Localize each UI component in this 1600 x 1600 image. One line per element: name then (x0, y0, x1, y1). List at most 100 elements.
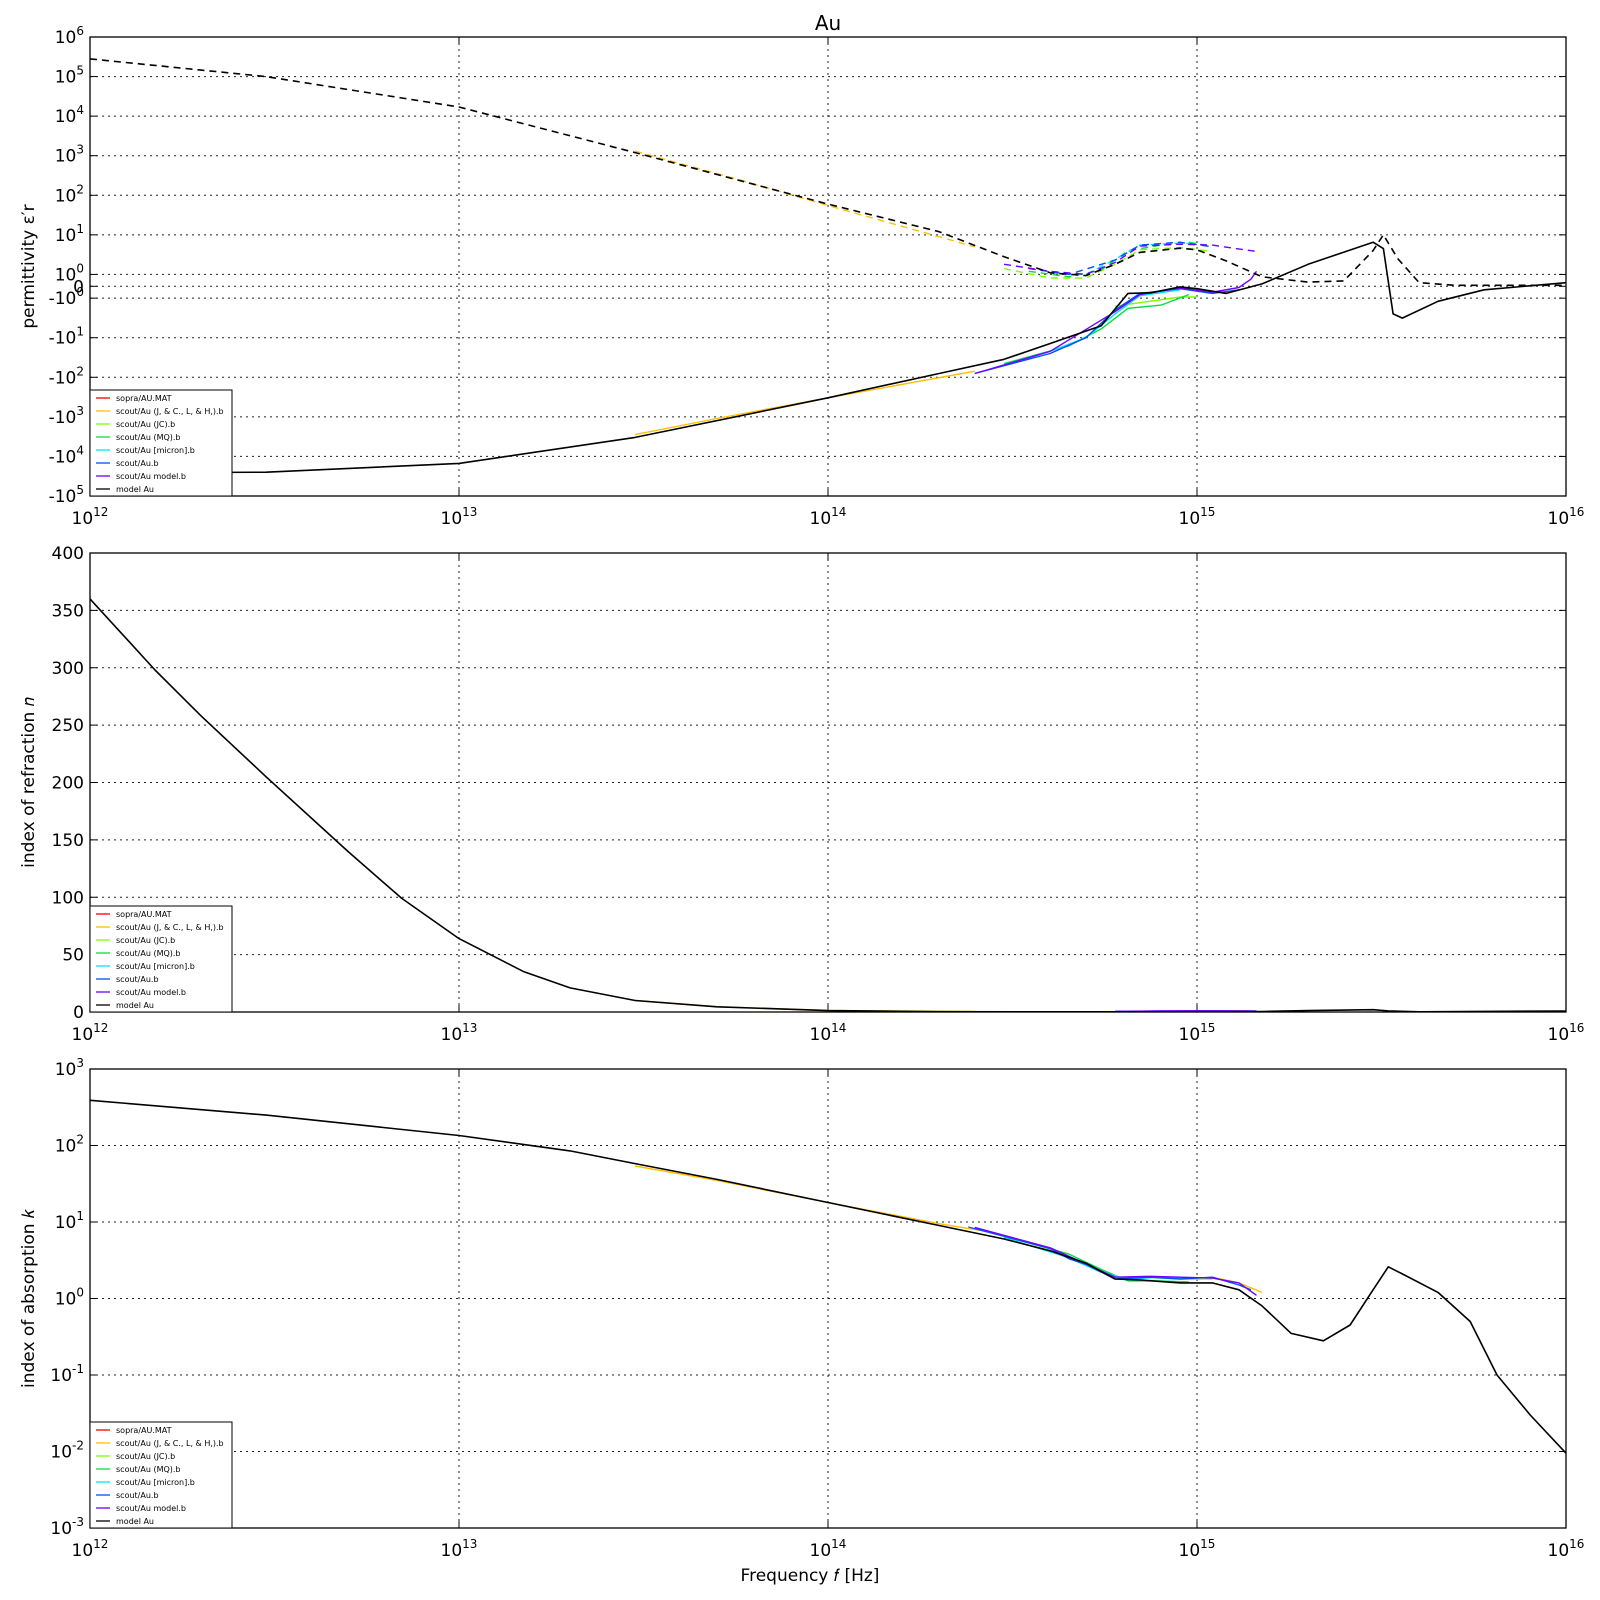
y-tick-label: 104 (55, 103, 84, 127)
legend-label: scout/Au (MQ).b (116, 1465, 181, 1474)
series-line-model-au (90, 241, 1566, 474)
series-group (90, 598, 1566, 1012)
x-tick-label: 1015 (1179, 1537, 1216, 1561)
legend-label: scout/Au.b (116, 975, 159, 984)
chart-panel-3: 1012 1013 1014 1015 1016 10-3 10-2 10-1 100 101 10… (19, 1056, 1584, 1561)
chart-panel-1: 1012 1013 1014 1015 1016 106 105 104 103 102 101 10… (19, 24, 1584, 529)
x-tick-label: 1014 (810, 1537, 847, 1561)
legend-label: scout/Au (MQ).b (116, 433, 181, 442)
legend: sopra/AU.MAT scout/Au (J, & C., L, & H,).… (89, 1421, 233, 1529)
legend-box (89, 905, 233, 1013)
series-line-scout-au-model-b (974, 270, 1258, 375)
legend-label: scout/Au (J, & C., L, & H,).b (116, 1439, 224, 1448)
legend-label: scout/Au.b (116, 1491, 159, 1500)
y-tick-label: 101 (55, 222, 84, 246)
series-line-model-au (90, 1099, 1566, 1454)
legend-label: model Au (116, 1517, 154, 1526)
series-line-scout-au-j-c-l-h-b (634, 370, 975, 436)
series-line-scout-au-model-b (1003, 243, 1257, 276)
legend-label: sopra/AU.MAT (116, 1426, 172, 1435)
y-tick-label: 100 (52, 888, 84, 908)
x-tick-label: 1015 (1179, 1021, 1216, 1045)
x-tick-label: 1013 (441, 505, 478, 529)
y-tick-label: 50 (62, 946, 84, 966)
y-axis-label: permittivity ε′r (19, 204, 39, 328)
legend-label: scout/Au (MQ).b (116, 949, 181, 958)
legend-label: scout/Au (JC).b (116, 420, 175, 429)
y-tick-label: 10-2 (50, 1439, 84, 1463)
y-tick-label: 10-1 (50, 1362, 84, 1386)
legend-label: scout/Au [micron].b (116, 962, 195, 971)
y-tick-label: -101 (49, 325, 84, 349)
series-line-model-au (90, 598, 1566, 1012)
y-tick-label: 0 (73, 277, 84, 297)
x-tick-label: 1012 (72, 505, 109, 529)
legend-label: scout/Au model.b (116, 472, 186, 481)
x-tick-label: 1016 (1548, 1021, 1585, 1045)
legend-label: model Au (116, 1001, 154, 1010)
figure-title: Au (815, 11, 841, 35)
x-tick-label: 1014 (810, 1021, 847, 1045)
y-axis-label: index of absorption 𝑘 (19, 1208, 39, 1388)
y-tick-label: 100 (55, 1286, 84, 1310)
x-tick-label: 1016 (1548, 505, 1585, 529)
series-line-scout-au-b (974, 288, 1240, 375)
legend-label: scout/Au [micron].b (116, 1478, 195, 1487)
series-line-scout-au-mq-b (1028, 241, 1205, 278)
legend-label: scout/Au [micron].b (116, 446, 195, 455)
y-tick-label: 103 (55, 143, 84, 167)
y-tick-label: 350 (52, 601, 84, 621)
y-tick-label: 10-3 (50, 1515, 84, 1539)
legend-box (89, 389, 233, 497)
y-tick-label: -104 (49, 443, 84, 467)
plot-frame (89, 552, 1567, 1013)
chart-panel-2: 1012 1013 1014 1015 1016 0 50 100 150 200 250 300 35… (19, 544, 1584, 1045)
y-tick-label: -105 (49, 483, 84, 507)
legend-box (89, 1421, 233, 1529)
y-tick-label: -100 (49, 285, 84, 309)
y-tick-label: 150 (52, 831, 84, 851)
y-tick-label: 103 (55, 1056, 84, 1080)
y-tick-label: 100 (55, 261, 84, 285)
y-tick-label: 250 (52, 716, 84, 736)
x-tick-label: 1016 (1548, 1537, 1585, 1561)
y-tick-label: -103 (49, 404, 84, 428)
legend-label: scout/Au (J, & C., L, & H,).b (116, 407, 224, 416)
legend: sopra/AU.MAT scout/Au (J, & C., L, & H,).… (89, 389, 233, 497)
y-tick-label: 102 (55, 182, 84, 206)
x-tick-label: 1015 (1179, 505, 1216, 529)
y-tick-label: 105 (55, 64, 84, 88)
legend-label: scout/Au (JC).b (116, 936, 175, 945)
x-axis-label: Frequency 𝑓 [Hz] (741, 1566, 880, 1586)
series-line-scout-au-model-b (974, 1226, 1257, 1296)
series-line-model-au (90, 58, 1566, 287)
series-group (90, 1099, 1566, 1454)
legend-label: scout/Au.b (116, 459, 159, 468)
y-tick-label: 400 (52, 544, 84, 564)
legend: sopra/AU.MAT scout/Au (J, & C., L, & H,).… (89, 905, 233, 1013)
y-tick-label: 0 (73, 1003, 84, 1023)
y-tick-label: 200 (52, 774, 84, 794)
legend-label: scout/Au model.b (116, 988, 186, 997)
series-group (90, 58, 1566, 474)
y-tick-label: 101 (55, 1209, 84, 1233)
x-tick-label: 1012 (72, 1021, 109, 1045)
legend-label: sopra/AU.MAT (116, 394, 172, 403)
x-tick-label: 1012 (72, 1537, 109, 1561)
plot-frame (89, 36, 1567, 497)
y-tick-label: -102 (49, 364, 84, 388)
legend-label: scout/Au model.b (116, 1504, 186, 1513)
x-tick-label: 1013 (441, 1021, 478, 1045)
legend-label: model Au (116, 485, 154, 494)
plot-frame (89, 1068, 1567, 1529)
legend-label: scout/Au (JC).b (116, 1452, 175, 1461)
x-tick-label: 1014 (810, 505, 847, 529)
y-tick-label: 106 (55, 24, 84, 48)
y-tick-label: 102 (55, 1133, 84, 1157)
y-tick-label: 300 (52, 659, 84, 679)
y-axis-label: index of refraction 𝑛 (19, 697, 39, 868)
legend-label: scout/Au (J, & C., L, & H,).b (116, 923, 224, 932)
x-tick-label: 1013 (441, 1537, 478, 1561)
legend-label: sopra/AU.MAT (116, 910, 172, 919)
